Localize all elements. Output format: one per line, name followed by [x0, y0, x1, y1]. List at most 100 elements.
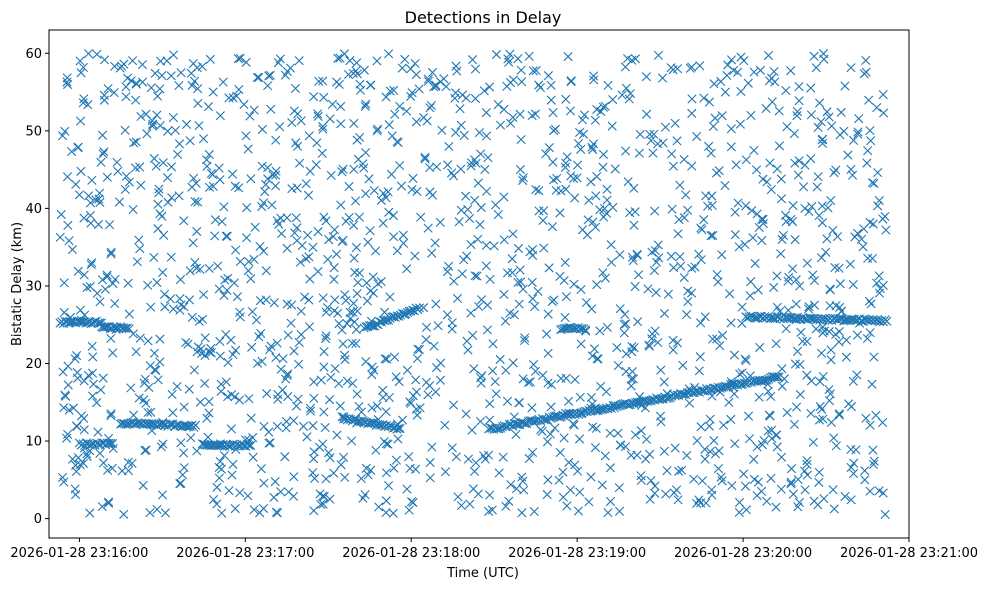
detection-marker	[108, 278, 118, 289]
detection-marker	[734, 497, 745, 508]
detection-marker	[296, 306, 306, 316]
detection-marker	[505, 308, 515, 318]
detection-marker	[590, 443, 601, 453]
detection-marker	[873, 201, 883, 211]
detection-marker	[730, 439, 740, 449]
detection-marker	[755, 65, 766, 75]
detection-marker	[331, 249, 342, 259]
detection-marker	[362, 296, 372, 306]
detection-marker	[134, 235, 144, 245]
detection-marker	[622, 53, 633, 64]
detection-marker	[753, 477, 763, 487]
detection-marker	[131, 347, 141, 357]
detection-marker	[206, 168, 216, 178]
detection-marker	[378, 218, 388, 228]
detection-marker	[757, 235, 767, 246]
detection-marker	[214, 163, 224, 173]
detection-marker	[544, 263, 554, 273]
detection-marker	[427, 248, 437, 258]
detection-marker	[153, 224, 163, 234]
detection-marker	[75, 116, 86, 126]
detection-marker	[518, 418, 528, 428]
detection-marker	[148, 119, 158, 129]
detection-marker	[246, 174, 256, 184]
detection-marker	[527, 277, 537, 287]
detection-marker	[750, 258, 760, 269]
detection-marker	[146, 302, 156, 312]
detection-marker	[371, 445, 381, 455]
detection-marker	[630, 430, 641, 440]
detection-marker	[859, 69, 869, 79]
detection-marker	[186, 433, 196, 443]
detection-marker	[789, 129, 799, 139]
detection-marker	[872, 278, 882, 288]
detection-marker	[373, 124, 383, 134]
detection-marker	[334, 79, 344, 90]
detection-marker	[449, 276, 459, 286]
detection-marker	[656, 365, 666, 375]
detection-marker	[405, 397, 415, 407]
detection-marker	[245, 111, 255, 121]
detection-marker	[784, 272, 794, 282]
detection-marker	[463, 345, 473, 355]
detection-marker	[869, 456, 879, 466]
detection-marker	[263, 163, 273, 173]
detection-marker	[425, 473, 435, 483]
detection-marker	[861, 55, 871, 65]
detection-marker	[605, 496, 616, 507]
detection-marker	[325, 494, 335, 504]
detection-marker	[868, 219, 878, 229]
detection-marker	[360, 101, 370, 111]
detection-marker	[558, 492, 568, 502]
detection-marker	[230, 392, 240, 402]
detection-marker	[612, 343, 622, 353]
y-tick-label: 40	[25, 202, 42, 217]
detection-marker	[355, 85, 366, 95]
detection-marker	[252, 72, 262, 83]
detection-marker	[841, 335, 852, 345]
detection-marker	[191, 263, 202, 273]
detection-marker	[813, 122, 823, 132]
detection-marker	[723, 60, 733, 70]
detection-marker	[743, 411, 754, 421]
detection-marker	[358, 159, 368, 169]
detection-marker	[843, 399, 854, 409]
detection-marker	[816, 117, 826, 127]
detection-marker	[187, 182, 197, 192]
detection-marker	[394, 377, 404, 387]
detection-marker	[308, 454, 319, 464]
detection-marker	[272, 338, 282, 348]
detection-marker	[303, 190, 314, 200]
detection-marker	[758, 214, 768, 224]
detection-marker	[149, 348, 160, 358]
detection-marker	[354, 401, 364, 412]
detection-marker	[575, 324, 585, 334]
detection-marker	[476, 202, 486, 213]
detection-marker	[314, 76, 324, 87]
detection-marker	[158, 267, 168, 278]
detection-marker	[826, 355, 836, 365]
detection-marker	[431, 299, 441, 309]
detection-marker	[221, 377, 231, 387]
detection-marker	[588, 145, 598, 155]
detection-marker	[468, 330, 478, 340]
detection-marker	[678, 360, 688, 370]
detection-marker	[485, 82, 495, 92]
detection-marker	[774, 106, 784, 116]
detection-marker	[304, 131, 314, 141]
detection-marker	[143, 280, 153, 290]
detection-marker	[713, 277, 723, 287]
detection-marker	[117, 466, 127, 476]
detection-marker	[371, 246, 381, 256]
detection-marker	[503, 54, 513, 64]
detection-marker	[135, 244, 145, 254]
detection-marker	[268, 170, 278, 180]
detection-marker	[709, 79, 719, 89]
detection-marker	[791, 402, 802, 412]
detection-marker	[700, 444, 710, 454]
detection-marker	[624, 94, 634, 104]
detection-marker	[412, 353, 422, 364]
detection-marker	[320, 422, 330, 433]
detection-marker	[382, 354, 392, 364]
detection-marker	[271, 170, 281, 180]
